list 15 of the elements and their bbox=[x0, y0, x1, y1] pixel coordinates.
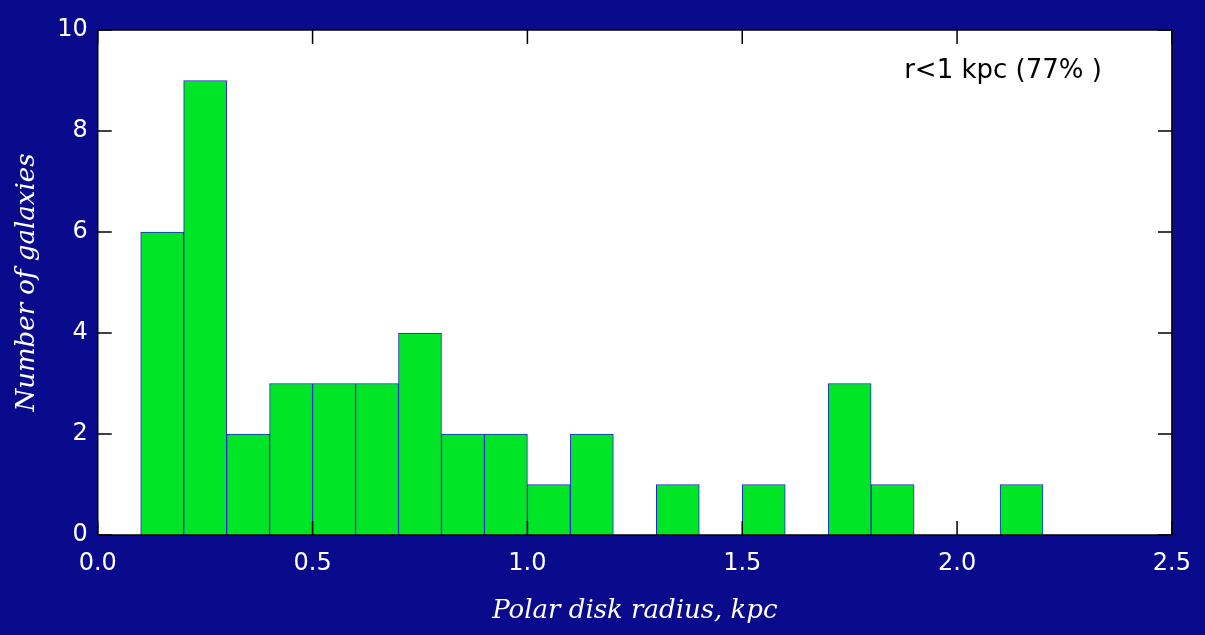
y-tick-label: 6 bbox=[72, 216, 88, 245]
y-axis-title: Number of galaxies bbox=[10, 153, 41, 413]
x-tick-label: 2.5 bbox=[1152, 547, 1191, 576]
x-tick-label: 1.5 bbox=[723, 547, 762, 576]
annotation: r<1 kpc (77% ) bbox=[904, 53, 1102, 84]
y-tick-label: 2 bbox=[72, 418, 88, 447]
x-tick-label: 2.0 bbox=[937, 547, 977, 576]
x-tick-label: 0.5 bbox=[293, 547, 332, 576]
x-axis-title: Polar disk radius, kpc bbox=[491, 594, 778, 625]
y-tick-label: 10 bbox=[57, 14, 88, 43]
x-tick-label: 0.0 bbox=[78, 547, 117, 576]
y-tick-label: 4 bbox=[72, 317, 88, 346]
x-tick-label: 1.0 bbox=[508, 547, 547, 576]
y-tick-label: 8 bbox=[72, 115, 88, 144]
y-tick-label: 0 bbox=[72, 519, 88, 548]
